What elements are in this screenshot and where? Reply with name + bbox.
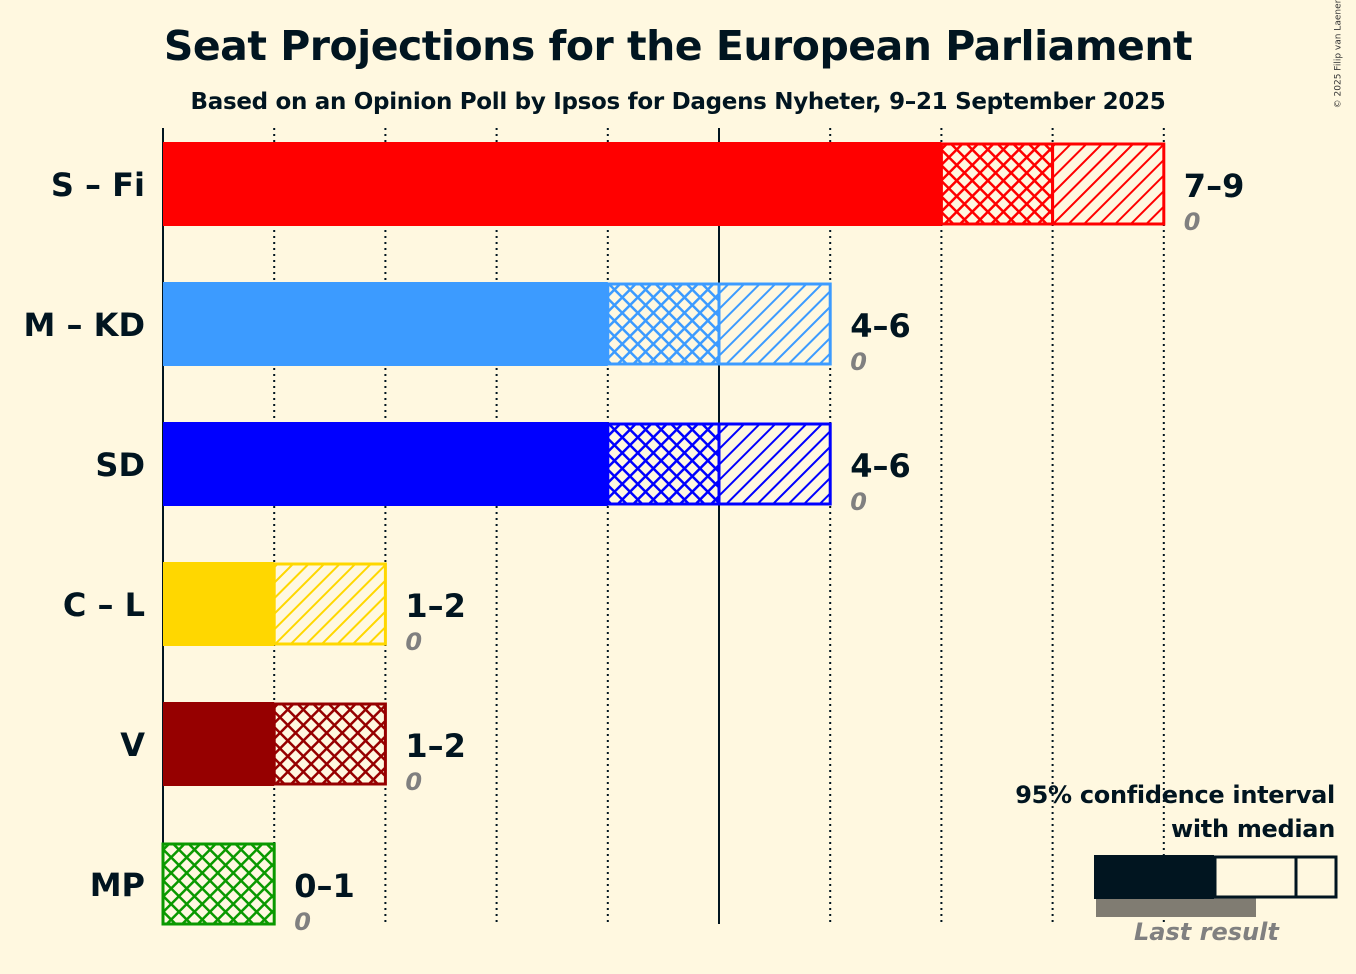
bar-ci-lower <box>606 282 721 366</box>
party-label: S – Fi <box>51 166 145 204</box>
bar-ci-upper <box>717 422 832 506</box>
bar-group-s-fi: S – Fi 7–9 0 <box>51 142 1244 236</box>
legend-hatch <box>1294 855 1338 899</box>
bar-ci-lower <box>161 842 276 926</box>
legend-title-line1: 95% confidence interval <box>1015 781 1335 809</box>
bar-solid <box>163 142 942 226</box>
bar-ci-upper <box>272 562 387 646</box>
chart-subtitle: Based on an Opinion Poll by Ipsos for Da… <box>190 89 1166 115</box>
bar-group-mp: MP 0–1 0 <box>90 842 355 936</box>
legend-crosshatch <box>1213 855 1298 899</box>
party-label: C – L <box>63 586 145 624</box>
chart-title: Seat Projections for the European Parlia… <box>163 22 1193 70</box>
bar-solid <box>163 562 275 646</box>
last-result-label: 0 <box>850 488 867 516</box>
bars: S – Fi 7–9 0 M – KD 4–6 0 SD 4–6 0 C – L 1–2 0 V 1–2 0… <box>24 142 1244 936</box>
last-result-label: 0 <box>405 768 422 796</box>
legend-last-result-bar <box>1096 897 1256 917</box>
party-label: M – KD <box>24 306 145 344</box>
party-label: V <box>120 726 145 764</box>
gridlines <box>162 128 1165 924</box>
legend-graphic <box>1094 855 1338 917</box>
range-label: 1–2 <box>405 587 466 625</box>
legend-last-result-label: Last result <box>1134 918 1279 946</box>
bar-ci-lower <box>272 702 387 786</box>
bar-group-v: V 1–2 0 <box>120 702 466 796</box>
range-label: 4–6 <box>850 307 911 345</box>
range-label: 1–2 <box>405 727 466 765</box>
bar-ci-upper <box>717 282 832 366</box>
bar-ci-lower <box>939 142 1055 226</box>
last-result-label: 0 <box>294 908 311 936</box>
bar-group-m-kd: M – KD 4–6 0 <box>24 282 911 376</box>
bar-solid <box>163 702 275 786</box>
range-label: 7–9 <box>1184 167 1245 205</box>
bar-solid <box>163 282 608 366</box>
bar-solid <box>163 422 608 506</box>
party-label: MP <box>90 866 145 904</box>
bar-ci-upper <box>1051 142 1166 226</box>
last-result-label: 0 <box>850 348 867 376</box>
bar-group-sd: SD 4–6 0 <box>95 422 911 516</box>
bar-ci-lower <box>606 422 721 506</box>
last-result-label: 0 <box>405 628 422 656</box>
party-label: SD <box>95 446 145 484</box>
last-result-label: 0 <box>1184 208 1201 236</box>
legend-title-line2: with median <box>1171 815 1335 843</box>
legend-title: 95% confidence interval with median <box>1015 778 1335 846</box>
range-label: 0–1 <box>294 867 355 905</box>
bar-group-c-l: C – L 1–2 0 <box>63 562 466 656</box>
range-label: 4–6 <box>850 447 911 485</box>
legend-solid <box>1094 855 1214 899</box>
